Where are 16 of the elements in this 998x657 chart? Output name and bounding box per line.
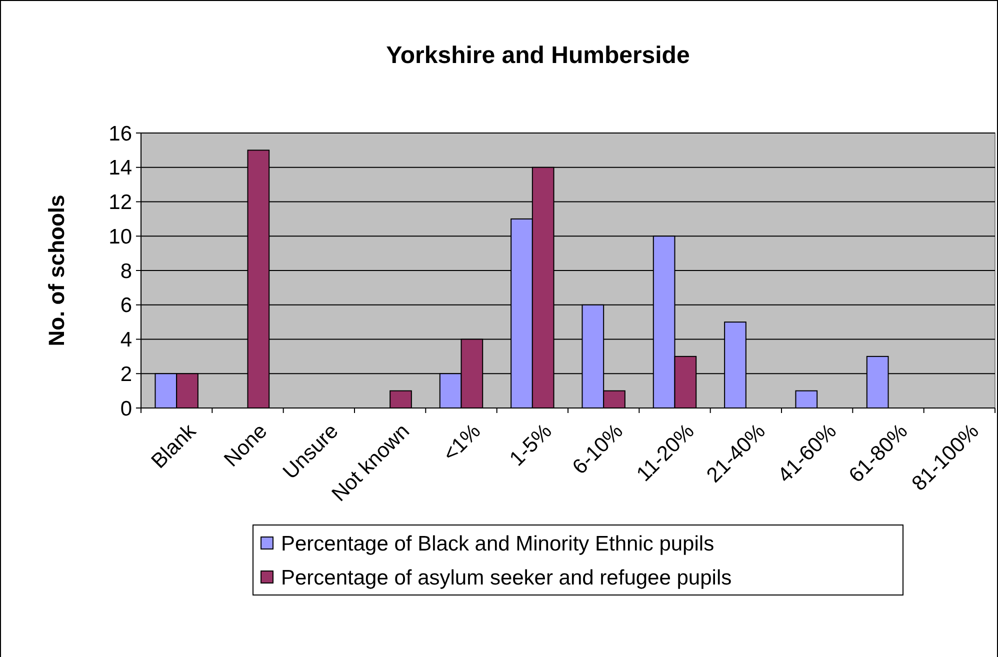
y-tick-label: 16 <box>108 122 132 146</box>
legend-label: Percentage of asylum seeker and refugee pupils <box>281 566 732 590</box>
y-tick-label: 0 <box>120 397 132 420</box>
y-axis-title: No. of schools <box>44 194 69 346</box>
y-tick-label: 12 <box>108 191 132 214</box>
y-tick-label: 10 <box>108 225 132 248</box>
bar <box>795 390 818 408</box>
bar <box>390 390 412 408</box>
chart-title: Yorkshire and Humberside <box>386 42 690 69</box>
x-tick-label: <1% <box>438 420 486 466</box>
y-tick-label: 8 <box>120 260 132 283</box>
y-tick-label: 6 <box>120 294 132 318</box>
legend-label: Percentage of Black and Minority Ethnic pupils <box>281 532 714 556</box>
y-tick-label: 14 <box>108 156 132 180</box>
y-tick-label: 2 <box>120 362 132 386</box>
y-tick-label: 4 <box>120 328 132 352</box>
